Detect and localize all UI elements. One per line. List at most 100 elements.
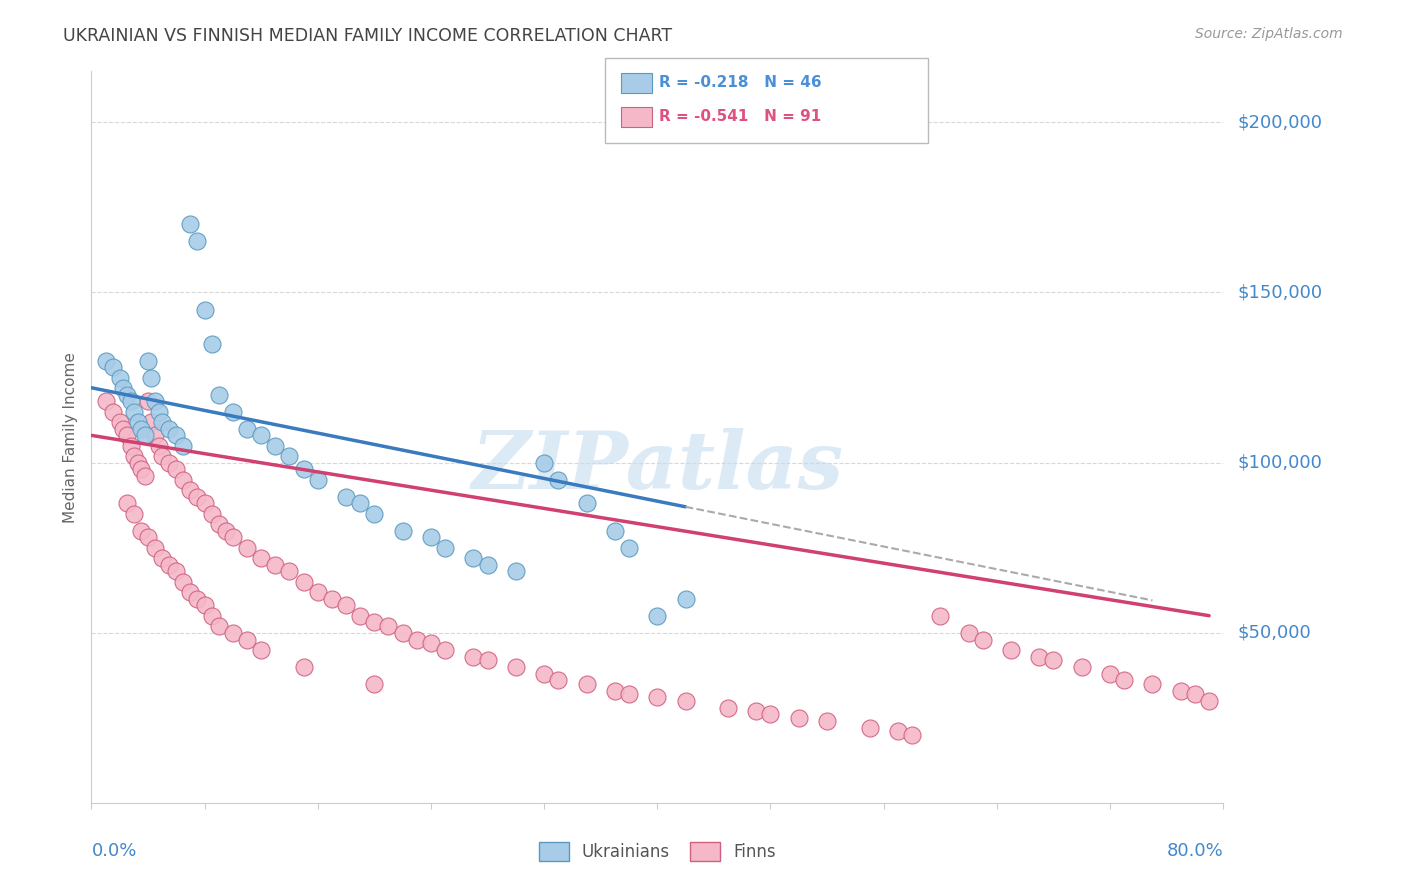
Point — [179, 483, 201, 497]
Point — [278, 449, 301, 463]
Point — [201, 507, 224, 521]
Point — [94, 394, 117, 409]
Point — [745, 704, 768, 718]
Point — [250, 428, 273, 442]
Point — [787, 711, 810, 725]
Point — [533, 456, 555, 470]
Point — [148, 439, 170, 453]
Point — [292, 462, 315, 476]
Point — [136, 394, 159, 409]
Point — [150, 415, 173, 429]
Point — [645, 690, 668, 705]
Text: $100,000: $100,000 — [1237, 454, 1322, 472]
Point — [122, 404, 145, 418]
Point — [1098, 666, 1121, 681]
Point — [101, 404, 124, 418]
Point — [157, 558, 180, 572]
Point — [391, 524, 413, 538]
Point — [363, 507, 385, 521]
Point — [335, 490, 357, 504]
Point — [208, 387, 231, 401]
Point — [150, 550, 173, 565]
Point — [127, 415, 149, 429]
Point — [193, 496, 217, 510]
Point — [108, 370, 131, 384]
Point — [157, 456, 180, 470]
Point — [115, 496, 138, 510]
Point — [264, 558, 287, 572]
Point — [250, 550, 273, 565]
Point — [94, 353, 117, 368]
Point — [505, 659, 527, 673]
Point — [887, 724, 910, 739]
Point — [215, 524, 238, 538]
Point — [139, 370, 162, 384]
Point — [292, 659, 315, 673]
Text: R = -0.218   N = 46: R = -0.218 N = 46 — [659, 76, 823, 90]
Point — [363, 677, 385, 691]
Point — [675, 694, 697, 708]
Point — [134, 469, 156, 483]
Point — [603, 524, 626, 538]
Point — [111, 421, 134, 435]
Point — [1028, 649, 1050, 664]
Text: ZIPatlas: ZIPatlas — [471, 427, 844, 505]
Point — [1042, 653, 1064, 667]
Point — [759, 707, 782, 722]
Point — [929, 608, 952, 623]
Point — [193, 599, 217, 613]
Point — [463, 649, 485, 664]
Point — [533, 666, 555, 681]
Point — [143, 541, 166, 555]
Point — [134, 428, 156, 442]
Point — [150, 449, 173, 463]
Point — [419, 531, 441, 545]
Text: $50,000: $50,000 — [1237, 624, 1310, 641]
Point — [122, 449, 145, 463]
Point — [186, 235, 208, 249]
Point — [143, 428, 166, 442]
Point — [186, 591, 208, 606]
Point — [477, 558, 499, 572]
Text: R = -0.541   N = 91: R = -0.541 N = 91 — [659, 110, 821, 124]
Point — [1198, 694, 1220, 708]
Point — [179, 585, 201, 599]
Point — [264, 439, 287, 453]
Legend: Ukrainians, Finns: Ukrainians, Finns — [531, 835, 783, 868]
Point — [505, 565, 527, 579]
Point — [278, 565, 301, 579]
Point — [115, 428, 138, 442]
Point — [208, 516, 231, 531]
Point — [148, 404, 170, 418]
Point — [972, 632, 994, 647]
Point — [419, 636, 441, 650]
Point — [129, 421, 152, 435]
Point — [208, 619, 231, 633]
Point — [292, 574, 315, 589]
Point — [201, 608, 224, 623]
Point — [129, 524, 152, 538]
Point — [858, 721, 880, 735]
Point — [307, 473, 329, 487]
Point — [236, 541, 259, 555]
Point — [120, 394, 142, 409]
Text: $200,000: $200,000 — [1237, 113, 1322, 131]
Point — [165, 428, 187, 442]
Point — [1170, 683, 1192, 698]
Point — [434, 541, 457, 555]
Point — [165, 462, 187, 476]
Point — [1070, 659, 1092, 673]
Point — [108, 415, 131, 429]
Point — [122, 507, 145, 521]
Point — [111, 381, 134, 395]
Point — [136, 353, 159, 368]
Point — [617, 687, 640, 701]
Point — [575, 496, 598, 510]
Point — [603, 683, 626, 698]
Point — [957, 625, 980, 640]
Point — [547, 473, 569, 487]
Point — [391, 625, 413, 640]
Y-axis label: Median Family Income: Median Family Income — [62, 351, 77, 523]
Point — [901, 728, 924, 742]
Point — [115, 387, 138, 401]
